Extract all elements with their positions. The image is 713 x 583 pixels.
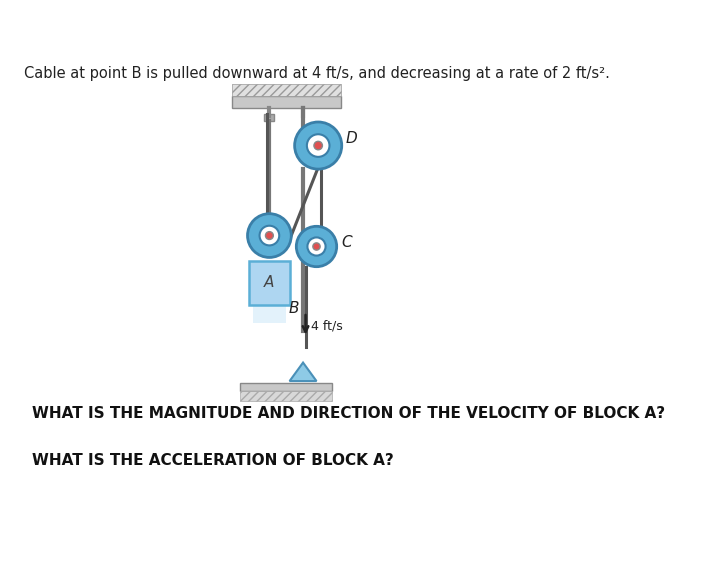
Bar [240, 383, 332, 391]
Circle shape [294, 122, 342, 169]
Text: WHAT IS THE ACCELERATION OF BLOCK A?: WHAT IS THE ACCELERATION OF BLOCK A? [32, 452, 394, 468]
Text: A: A [265, 275, 275, 290]
Circle shape [265, 231, 273, 240]
Circle shape [307, 134, 329, 157]
Bar [232, 96, 341, 108]
Bar [240, 391, 332, 401]
Bar [232, 84, 341, 96]
Bar [265, 114, 275, 121]
Polygon shape [289, 363, 317, 381]
Text: D: D [346, 131, 358, 146]
Text: 4 ft/s: 4 ft/s [311, 319, 342, 332]
Text: C: C [341, 235, 352, 250]
Bar [250, 261, 289, 304]
Circle shape [247, 214, 292, 258]
Text: WHAT IS THE MAGNITUDE AND DIRECTION OF THE VELOCITY OF BLOCK A?: WHAT IS THE MAGNITUDE AND DIRECTION OF T… [32, 406, 665, 422]
Circle shape [307, 237, 326, 255]
Circle shape [314, 141, 322, 150]
Bar [252, 304, 286, 323]
Text: B: B [288, 301, 299, 316]
Text: Cable at point B is pulled downward at 4 ft/s, and decreasing at a rate of 2 ft/: Cable at point B is pulled downward at 4… [24, 66, 610, 80]
Circle shape [297, 226, 337, 266]
Circle shape [260, 226, 279, 245]
Circle shape [313, 243, 320, 250]
